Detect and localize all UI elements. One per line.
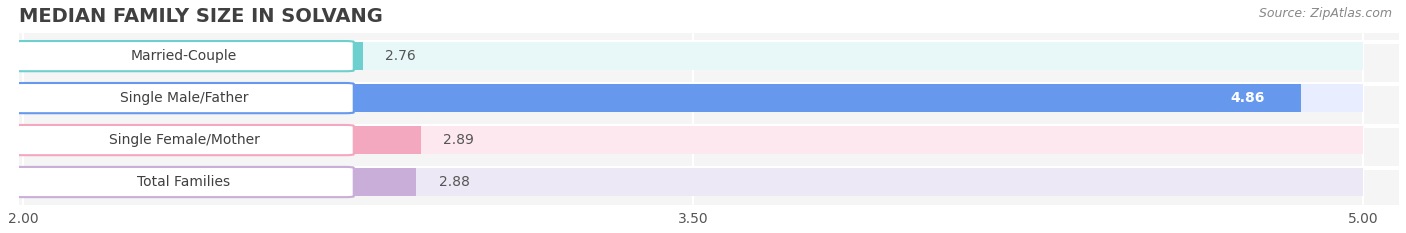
FancyBboxPatch shape: [14, 41, 354, 71]
Bar: [22, 168, 416, 196]
FancyBboxPatch shape: [14, 167, 354, 197]
Text: 2.76: 2.76: [385, 49, 416, 63]
Bar: [22, 42, 1364, 70]
Text: MEDIAN FAMILY SIZE IN SOLVANG: MEDIAN FAMILY SIZE IN SOLVANG: [18, 7, 382, 26]
Text: Single Female/Mother: Single Female/Mother: [108, 133, 260, 147]
Text: Total Families: Total Families: [138, 175, 231, 189]
Bar: [22, 84, 1364, 112]
FancyBboxPatch shape: [14, 83, 354, 113]
FancyBboxPatch shape: [14, 125, 354, 155]
Bar: [22, 42, 363, 70]
Bar: [22, 126, 1364, 154]
Text: 2.89: 2.89: [443, 133, 474, 147]
Text: Source: ZipAtlas.com: Source: ZipAtlas.com: [1258, 7, 1392, 20]
Text: Single Male/Father: Single Male/Father: [120, 91, 249, 105]
Bar: [22, 84, 1301, 112]
Text: 2.88: 2.88: [439, 175, 470, 189]
Text: Married-Couple: Married-Couple: [131, 49, 238, 63]
Text: 4.86: 4.86: [1230, 91, 1265, 105]
Bar: [22, 168, 1364, 196]
Bar: [22, 126, 420, 154]
